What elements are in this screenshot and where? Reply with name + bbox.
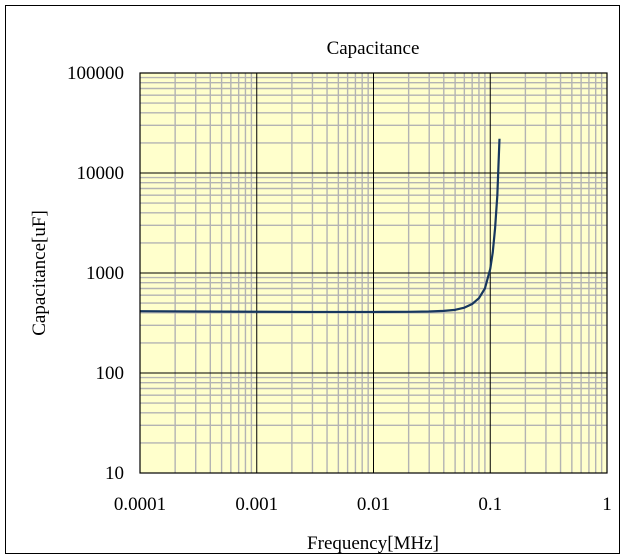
y-tick-label: 10 xyxy=(105,463,124,484)
x-tick-label: 0.0001 xyxy=(114,494,166,515)
x-tick-labels: 0.0001 0.001 0.01 0.1 1 xyxy=(114,494,612,515)
y-tick-label: 10000 xyxy=(77,163,125,184)
x-tick-label: 0.1 xyxy=(478,494,502,515)
x-tick-label: 1 xyxy=(602,494,612,515)
y-axis-label: Capacitance[uF] xyxy=(29,210,50,336)
capacitance-line xyxy=(139,138,501,314)
series-layer xyxy=(139,138,501,314)
grid xyxy=(140,73,607,473)
y-tick-label: 100 xyxy=(96,363,125,384)
y-tick-label: 1000 xyxy=(86,263,124,284)
y-tick-label: 100000 xyxy=(67,63,124,84)
plot-border xyxy=(139,72,608,474)
x-tick-label: 0.01 xyxy=(357,494,390,515)
chart-title: Capacitance xyxy=(327,38,420,59)
x-tick-label: 0.001 xyxy=(235,494,278,515)
y-tick-labels: 10 100 1000 10000 100000 xyxy=(67,63,124,484)
x-axis-label: Frequency[MHz] xyxy=(307,533,439,554)
